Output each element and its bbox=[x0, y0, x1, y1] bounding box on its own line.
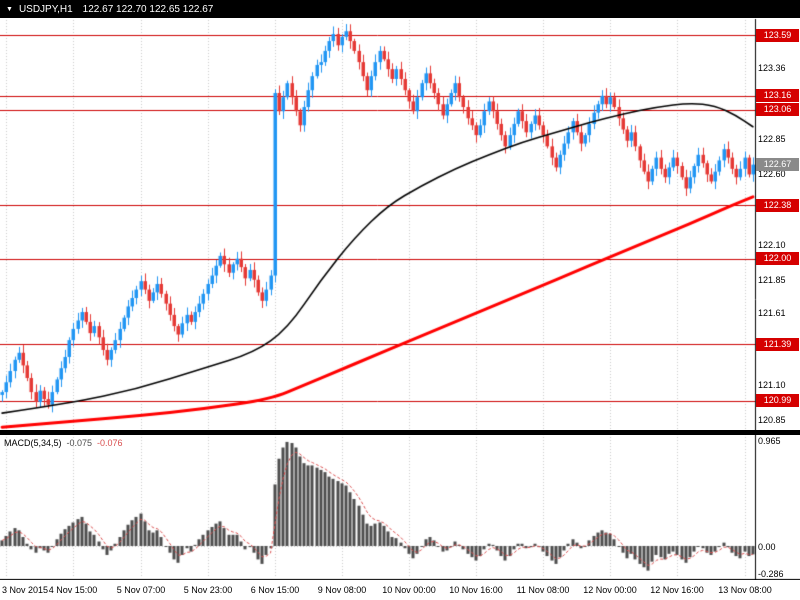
price-level-badge: 121.39 bbox=[756, 338, 799, 351]
time-axis-label: 5 Nov 07:00 bbox=[116, 585, 166, 595]
macd-value: -0.075 bbox=[66, 438, 93, 448]
price-level-badge: 122.00 bbox=[756, 252, 799, 265]
price-axis-label: 122.85 bbox=[758, 134, 786, 144]
ohlc-readout: 122.67 122.70 122.65 122.67 bbox=[82, 3, 214, 15]
time-axis-label: 11 Nov 08:00 bbox=[516, 585, 570, 595]
price-level-badge: 123.16 bbox=[756, 89, 799, 102]
time-axis-label: 3 Nov 2015 bbox=[2, 585, 49, 595]
time-axis-label: 9 Nov 08:00 bbox=[317, 585, 367, 595]
price-level-badge: 123.06 bbox=[756, 103, 799, 116]
time-axis-label: 12 Nov 00:00 bbox=[583, 585, 637, 595]
macd-axis-label: 0.00 bbox=[758, 542, 776, 552]
macd-axis-label: -0.286 bbox=[758, 569, 784, 579]
time-axis-label: 12 Nov 16:00 bbox=[650, 585, 704, 595]
price-level-badge: 120.99 bbox=[756, 394, 799, 407]
macd-indicator-label: MACD(5,34,5) -0.075 -0.076 bbox=[4, 438, 123, 448]
time-axis-label: 13 Nov 08:00 bbox=[718, 585, 772, 595]
current-price-badge: 122.67 bbox=[756, 158, 799, 171]
time-axis-label: 6 Nov 15:00 bbox=[250, 585, 300, 595]
macd-signal-value: -0.076 bbox=[97, 438, 123, 448]
time-axis-label: 10 Nov 00:00 bbox=[382, 585, 436, 595]
price-axis-label: 121.10 bbox=[758, 380, 786, 390]
price-axis-label: 120.85 bbox=[758, 415, 786, 425]
price-axis-label: 121.61 bbox=[758, 308, 786, 318]
symbol-timeframe-label: USDJPY,H1 bbox=[18, 3, 73, 15]
price-level-badge: 123.59 bbox=[756, 29, 799, 42]
time-axis-label: 5 Nov 23:00 bbox=[183, 585, 233, 595]
price-axis-label: 121.85 bbox=[758, 275, 786, 285]
price-axis-label: 123.36 bbox=[758, 63, 786, 73]
time-axis-label: 4 Nov 15:00 bbox=[48, 585, 98, 595]
time-axis-label: 10 Nov 16:00 bbox=[449, 585, 503, 595]
pane-splitter[interactable] bbox=[0, 430, 800, 435]
price-axis-label: 122.60 bbox=[758, 169, 786, 179]
macd-axis-label: 0.965 bbox=[758, 436, 781, 446]
price-axis-label: 122.10 bbox=[758, 240, 786, 250]
macd-name: MACD(5,34,5) bbox=[4, 438, 62, 448]
price-level-badge: 122.38 bbox=[756, 199, 799, 212]
chart-title-bar: ▼ USDJPY,H1 122.67 122.70 122.65 122.67 bbox=[0, 0, 800, 18]
time-axis: 3 Nov 2015 4 Nov 15:00 5 Nov 07:00 5 Nov 23… bbox=[0, 580, 800, 600]
collapse-icon[interactable]: ▼ bbox=[6, 5, 13, 13]
